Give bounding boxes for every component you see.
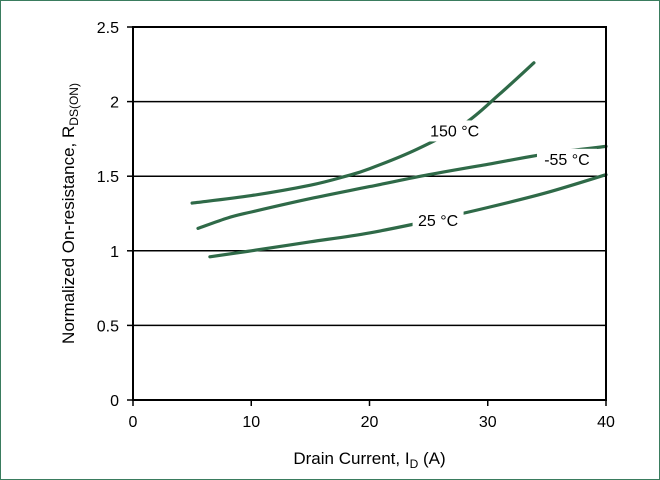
x-tick-label: 20 [361, 414, 379, 431]
series-lines [190, 61, 608, 259]
series-line-2 [208, 173, 608, 259]
y-axis-title: Normalized On-resistance, RDS(ON) [59, 83, 81, 344]
x-tick-label: 0 [129, 414, 138, 431]
series-line-0 [190, 61, 536, 205]
curve-label-2: 25 °C [412, 209, 464, 231]
plot-border [132, 26, 607, 401]
curve-label-text: 150 °C [430, 123, 479, 140]
x-tick-label: 30 [479, 414, 497, 431]
y-tick-label: 1 [110, 244, 119, 261]
x-axis-title-main: Drain Current, I [293, 449, 409, 468]
y-tick-label: 2 [110, 95, 119, 112]
curve-label-bg [424, 120, 485, 142]
y-tick-label: 0.5 [97, 318, 119, 335]
y-tick-label: 1.5 [97, 169, 119, 186]
x-tick-label: 40 [597, 414, 615, 431]
y-tick-label: 2.5 [97, 20, 119, 37]
gridlines [133, 100, 606, 327]
y-axis-title-sub: DS(ON) [67, 83, 81, 126]
curve-label-bg [412, 209, 464, 231]
curve-label-1: -55 °C [536, 148, 597, 170]
axes: 0 0.5 1 1.5 2 2.5 0 10 20 30 40 [97, 20, 615, 431]
series-line-1 [196, 144, 608, 230]
curve-label-0: 150 °C [424, 120, 485, 142]
curve-labels: 150 °C -55 °C 25 °C [412, 120, 597, 231]
y-axis-title-main: Normalized On-resistance, R [59, 126, 78, 344]
x-axis-title-sub: D [410, 457, 419, 471]
curve-label-text: 25 °C [418, 213, 458, 230]
x-tick-label: 10 [242, 414, 260, 431]
curve-label-text: -55 °C [544, 152, 590, 169]
x-axis-title-suffix: (A) [418, 449, 445, 468]
x-axis-title: Drain Current, ID (A) [293, 449, 445, 471]
y-tick-label: 0 [110, 393, 119, 410]
curve-label-bg [536, 148, 597, 170]
